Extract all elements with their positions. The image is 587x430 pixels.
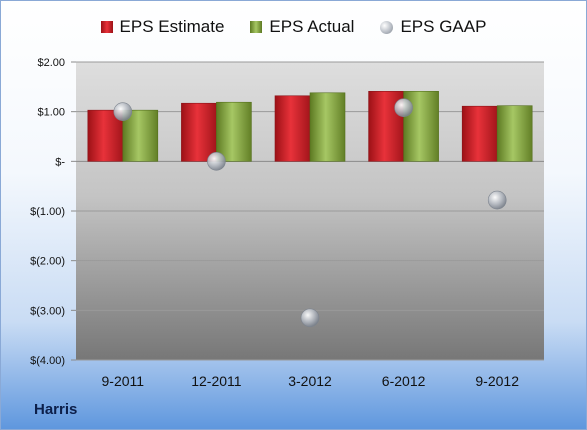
y-tick-label: $1.00	[37, 107, 65, 119]
legend-item-gaap: EPS GAAP	[380, 17, 486, 37]
x-tick-label: 9-2012	[475, 373, 519, 389]
y-tick-label: $-	[55, 156, 65, 168]
point-eps-gaap	[394, 98, 413, 117]
point-eps-gaap	[487, 190, 507, 210]
y-tick-label: $(1.00)	[30, 206, 65, 218]
bar-eps-estimate	[274, 95, 311, 162]
y-tick-label: $2.00	[37, 57, 65, 69]
legend-label-actual: EPS Actual	[269, 17, 355, 36]
x-tick-label: 9-2011	[102, 373, 145, 389]
actual-swatch-icon	[250, 21, 263, 33]
y-tick-label: $(2.00)	[30, 256, 65, 268]
legend-label-gaap: EPS GAAP	[400, 17, 487, 36]
point-eps-gaap	[300, 308, 320, 328]
legend-label-estimate: EPS Estimate	[119, 17, 225, 36]
gaap-marker-icon	[380, 20, 394, 34]
legend: EPS Estimate EPS Actual EPS GAAP	[0, 17, 587, 37]
bar-eps-actual	[216, 101, 252, 162]
legend-item-estimate: EPS Estimate	[100, 17, 225, 37]
gaap-points	[113, 98, 507, 328]
point-eps-gaap	[207, 152, 226, 171]
x-axis-ticks: 9-2011 12-2011 3-2012 6-2012 9-2012	[102, 373, 520, 389]
legend-item-actual: EPS Actual	[250, 17, 354, 37]
x-tick-label: 6-2012	[382, 373, 426, 389]
bar-eps-actual	[496, 105, 533, 162]
y-tick-label: $(3.00)	[30, 305, 65, 317]
bar-eps-estimate	[181, 102, 217, 162]
bar-eps-actual	[122, 109, 159, 162]
company-name: Harris	[34, 401, 78, 418]
bars	[87, 91, 533, 162]
bar-eps-estimate	[461, 105, 498, 162]
point-eps-gaap	[113, 102, 133, 121]
estimate-swatch-icon	[100, 21, 113, 33]
bar-eps-actual	[309, 92, 346, 162]
y-tick-label: $(4.00)	[30, 355, 65, 367]
y-axis-ticks: $2.00 $1.00 $- $(1.00) $(2.00) $(3.00) $(4.00)	[30, 57, 76, 367]
x-tick-label: 3-2012	[288, 373, 332, 389]
x-tick-label: 12-2011	[191, 373, 242, 389]
